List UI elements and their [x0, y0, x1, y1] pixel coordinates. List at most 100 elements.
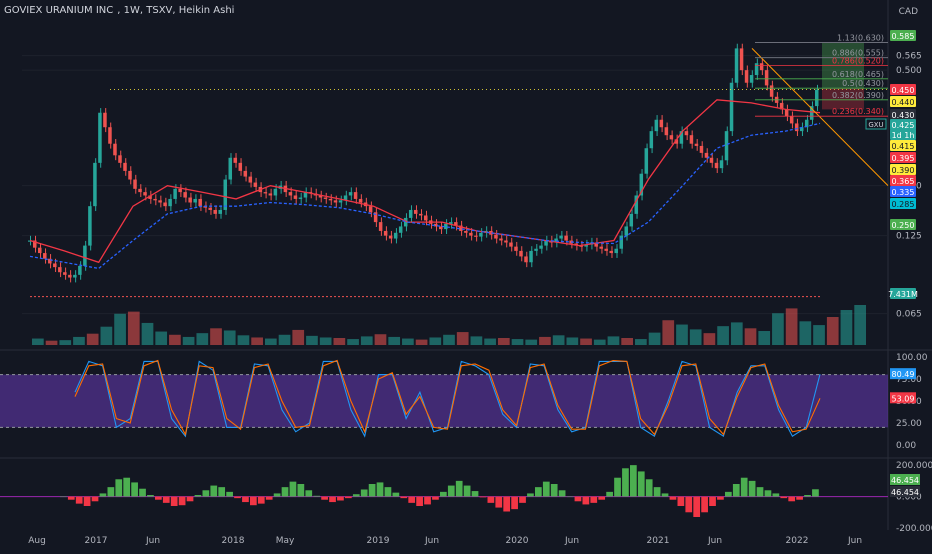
- y-tick-label: 0.500: [896, 66, 922, 76]
- candle-body: [233, 157, 238, 163]
- volume-bar: [566, 337, 579, 345]
- candle-body: [444, 223, 448, 230]
- candle-body: [148, 195, 152, 199]
- candle-body: [684, 131, 689, 136]
- volume-bar: [59, 340, 72, 345]
- x-tick-label: Jun: [145, 536, 160, 546]
- histogram-bar: [194, 495, 202, 497]
- candle-body: [378, 222, 383, 231]
- candle-body: [704, 152, 709, 158]
- volume-bar: [497, 338, 510, 345]
- candle-body: [178, 188, 182, 193]
- candle-body: [639, 173, 644, 196]
- histogram-bar: [91, 496, 99, 502]
- chart-title: GOVIEX URANIUM INC, 1W, TSXV, Heikin Ash…: [4, 5, 235, 16]
- price-tag-label: 0.335: [892, 188, 915, 197]
- candle-body: [293, 195, 298, 199]
- fib-level-label: 0.786(0.520): [832, 56, 884, 65]
- candle-body: [624, 226, 629, 236]
- histogram-bar: [432, 496, 439, 500]
- fib-level-label: 0.618(0.465): [832, 70, 884, 79]
- stoch-tick-label: 0.00: [896, 441, 916, 451]
- candle-body: [739, 48, 744, 71]
- candle-body: [168, 198, 172, 207]
- histogram-bar: [812, 489, 819, 497]
- volume-bar: [621, 338, 634, 345]
- candle-body: [408, 209, 413, 218]
- candle-body: [68, 274, 72, 278]
- histogram-bar: [440, 491, 447, 497]
- candle-body: [373, 212, 378, 223]
- candle-body: [153, 198, 157, 201]
- volume-bar: [676, 324, 688, 345]
- x-tick-label: 2020: [506, 536, 529, 546]
- histogram-bar: [226, 491, 233, 497]
- candle-body: [734, 48, 739, 83]
- candle-body: [383, 230, 388, 236]
- candle-body: [594, 242, 598, 247]
- histogram-bar: [376, 482, 384, 497]
- price-tag-label: 0.395: [892, 154, 915, 163]
- histogram-bar: [685, 496, 693, 513]
- candle-body: [298, 197, 303, 199]
- volume-bar: [251, 337, 263, 345]
- candle-body: [243, 170, 248, 177]
- histogram-bar: [637, 471, 645, 497]
- candle-body: [268, 193, 273, 196]
- candle-body: [368, 206, 373, 213]
- histogram-bar: [645, 479, 653, 497]
- histogram-bar: [669, 496, 677, 500]
- histogram-bar: [218, 487, 226, 497]
- stoch-band: [0, 374, 888, 428]
- histogram-bar: [614, 477, 621, 497]
- price-tag-label: 1d 1h: [892, 131, 915, 140]
- volume-bar: [607, 336, 620, 345]
- volume-bar: [854, 305, 866, 345]
- candle-body: [83, 245, 87, 266]
- histogram-bar: [67, 496, 75, 500]
- volume-bar: [415, 339, 428, 345]
- candle-body: [599, 246, 603, 249]
- candle-body: [544, 240, 548, 246]
- candle-body: [689, 135, 694, 144]
- histogram-bar: [186, 496, 194, 502]
- x-tick-label: May: [276, 536, 295, 546]
- candle-body: [248, 176, 253, 183]
- price-tag: [890, 186, 916, 197]
- histogram-bar: [297, 484, 305, 497]
- volume-bar: [429, 337, 442, 345]
- volume-bar: [648, 332, 661, 345]
- volume-bar: [443, 334, 455, 345]
- candle-body: [118, 155, 122, 163]
- candle-body: [108, 127, 112, 144]
- x-tick-label: 2019: [367, 536, 390, 546]
- candle-body: [454, 222, 458, 226]
- histogram-bar: [162, 496, 170, 503]
- histogram-bar: [131, 482, 138, 497]
- candle-body: [238, 162, 243, 171]
- histogram-bar: [566, 496, 574, 498]
- symbol-tag: [865, 118, 887, 130]
- volume-bar: [484, 338, 496, 345]
- histogram-bar: [503, 496, 511, 512]
- candle-body: [113, 143, 117, 156]
- candle-body: [494, 234, 498, 239]
- candle-body: [674, 139, 679, 144]
- histogram-bar: [756, 487, 764, 497]
- price-tag-label: 0.425: [892, 121, 915, 130]
- candle-body: [449, 222, 453, 224]
- histogram-bar: [804, 495, 811, 497]
- volume-bar: [86, 333, 99, 345]
- candle-body: [609, 250, 613, 254]
- price-tag: [890, 109, 916, 120]
- candle-body: [98, 112, 102, 163]
- histogram-bar: [558, 490, 566, 497]
- histogram-bar: [250, 496, 257, 506]
- histogram-bar: [487, 496, 495, 503]
- volume-bar: [635, 339, 647, 345]
- candle-body: [779, 102, 784, 110]
- volume-bar: [402, 338, 414, 345]
- candle-body: [388, 235, 393, 239]
